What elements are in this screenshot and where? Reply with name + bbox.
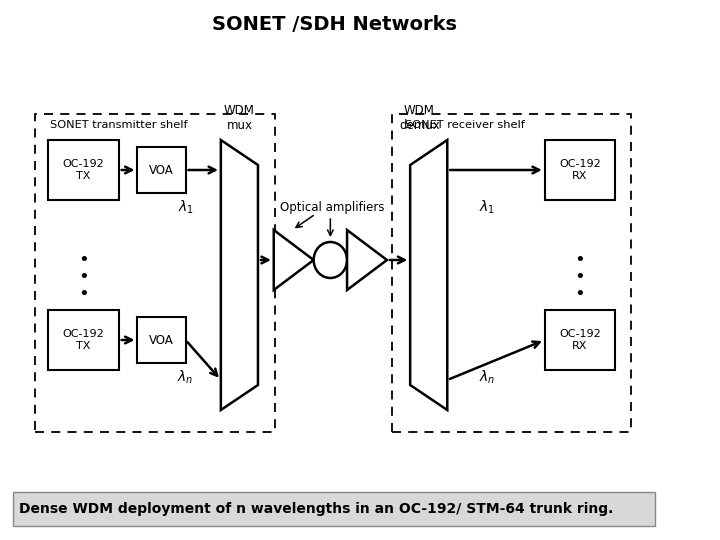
FancyBboxPatch shape: [48, 310, 119, 370]
FancyBboxPatch shape: [138, 317, 186, 363]
Text: SONET transmitter shelf: SONET transmitter shelf: [50, 120, 188, 130]
Text: •: •: [78, 251, 89, 269]
Text: Optical amplifiers: Optical amplifiers: [280, 201, 384, 214]
Text: OC-192
RX: OC-192 RX: [559, 159, 601, 181]
Polygon shape: [221, 140, 258, 410]
Text: •: •: [78, 268, 89, 286]
Circle shape: [314, 242, 347, 278]
Text: •: •: [78, 285, 89, 303]
Text: OC-192
TX: OC-192 TX: [63, 159, 104, 181]
Text: $\lambda_n$: $\lambda_n$: [177, 368, 194, 386]
Text: WDM
mux: WDM mux: [224, 104, 255, 132]
Text: OC-192
TX: OC-192 TX: [63, 329, 104, 351]
Text: •: •: [575, 268, 585, 286]
Text: $\lambda_1$: $\lambda_1$: [178, 198, 194, 215]
Text: SONET receiver shelf: SONET receiver shelf: [405, 120, 524, 130]
Text: •: •: [575, 285, 585, 303]
Text: VOA: VOA: [149, 334, 174, 347]
FancyBboxPatch shape: [13, 492, 655, 526]
Text: Dense WDM deployment of n wavelengths in an OC-192/ STM-64 trunk ring.: Dense WDM deployment of n wavelengths in…: [19, 502, 613, 516]
Text: •: •: [575, 251, 585, 269]
Text: VOA: VOA: [149, 164, 174, 177]
FancyBboxPatch shape: [138, 147, 186, 193]
Polygon shape: [410, 140, 447, 410]
Text: $\lambda_1$: $\lambda_1$: [479, 198, 495, 215]
Text: $\lambda_n$: $\lambda_n$: [479, 368, 495, 386]
FancyBboxPatch shape: [545, 140, 615, 200]
Text: WDM
demux: WDM demux: [399, 104, 440, 132]
FancyBboxPatch shape: [545, 310, 615, 370]
Polygon shape: [347, 230, 387, 290]
FancyBboxPatch shape: [48, 140, 119, 200]
Text: OC-192
RX: OC-192 RX: [559, 329, 601, 351]
Polygon shape: [274, 230, 314, 290]
Text: SONET /SDH Networks: SONET /SDH Networks: [212, 16, 456, 35]
